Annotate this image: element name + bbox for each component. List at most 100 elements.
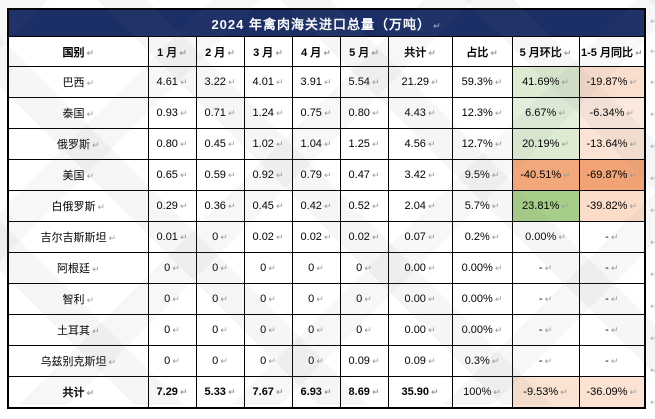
paragraph-mark: ↵ xyxy=(179,78,188,88)
value-cell: 0.02 ↵ xyxy=(291,221,341,253)
header-label: 共计 xyxy=(404,46,427,59)
cell-text: 3.42 xyxy=(404,169,426,181)
paragraph-mark: ↵ xyxy=(220,295,228,305)
cell-text: - xyxy=(538,324,543,336)
cell-text: 共计 xyxy=(62,387,85,399)
cell-text: 乌兹别克斯坦 xyxy=(40,356,107,368)
cell-text: 0 xyxy=(308,262,315,274)
value-cell: 2.04 ↵ xyxy=(387,190,453,222)
paragraph-mark: ↵ xyxy=(563,48,572,59)
value-cell: 20.19% ↵ xyxy=(511,128,580,160)
paragraph-mark: ↵ xyxy=(86,110,95,120)
column-header: 3 月 ↵ xyxy=(243,36,293,67)
cell-text: 俄罗斯 xyxy=(56,139,90,151)
paragraph-mark: ↵ xyxy=(179,48,187,59)
value-cell: 0 ↵ xyxy=(291,283,341,315)
paragraph-mark: ↵ xyxy=(490,48,498,59)
value-cell: 0 ↵ xyxy=(243,345,293,377)
header-label: 2 月 xyxy=(205,46,226,59)
value-cell: 0.07 ↵ xyxy=(387,221,453,253)
value-cell: 5.7% ↵ xyxy=(451,190,513,222)
cell-text: - xyxy=(538,262,543,274)
value-cell: - ↵ xyxy=(578,283,646,315)
value-cell: 0.47 ↵ xyxy=(339,159,389,191)
cell-text: 0 xyxy=(260,355,267,367)
value-cell: 8.69 ↵ xyxy=(339,376,389,409)
value-cell: 0.79 ↵ xyxy=(291,159,341,191)
paragraph-mark: ↵ xyxy=(323,233,332,243)
cell-text: 白俄罗斯 xyxy=(51,201,96,213)
paragraph-mark: ↵ xyxy=(268,326,276,336)
paragraph-mark: ↵ xyxy=(275,48,283,59)
paragraph-mark: ↵ xyxy=(364,264,372,274)
paragraph-mark: ↵ xyxy=(179,109,188,119)
value-cell: 12.3% ↵ xyxy=(451,97,513,129)
cell-text: 5.33 xyxy=(204,386,226,398)
paragraph-mark: ↵ xyxy=(316,326,324,336)
table-row: 吉尔吉斯斯坦 ↵ 0.01 ↵ 0 ↵ 0.02 ↵ 0.02 ↵ 0.02 ↵ 0.07 ↵ 0.2% ↵ 0… xyxy=(7,221,646,253)
value-cell: 0.00% ↵ xyxy=(451,314,513,346)
import-data-table: 2024 年禽肉海关进口总量（万吨） ↵ 国别 ↵ 1 月 ↵ 2 月 ↵ 3 月 ↵ 4 月 ↵ 5… xyxy=(7,8,646,409)
header-label: 5 月 xyxy=(349,46,370,59)
paragraph-mark: ↵ xyxy=(91,141,100,151)
paragraph-mark: ↵ xyxy=(371,48,379,59)
value-cell: 5.54 ↵ xyxy=(339,66,389,98)
value-cell: 0.45 ↵ xyxy=(195,128,245,160)
cell-text: -40.51% xyxy=(520,169,562,181)
cell-text: 6.67% xyxy=(525,107,557,119)
paragraph-mark: ↵ xyxy=(561,78,569,88)
cell-text: 0 xyxy=(356,293,363,305)
value-cell: 3.22 ↵ xyxy=(195,66,245,98)
paragraph-mark: ↵ xyxy=(323,109,332,119)
value-cell: 0 ↵ xyxy=(243,283,293,315)
paragraph-mark: ↵ xyxy=(220,233,228,243)
paragraph-mark: ↵ xyxy=(610,295,619,305)
value-cell: 0 ↵ xyxy=(291,345,341,377)
cell-text: 0.92 xyxy=(252,169,274,181)
cell-text: -13.64% xyxy=(586,138,628,150)
paragraph-mark: ↵ xyxy=(323,202,332,212)
column-header: 4 月 ↵ xyxy=(291,36,341,67)
value-cell: 0.80 ↵ xyxy=(339,97,389,129)
cell-text: - xyxy=(605,324,609,336)
value-cell: 0.29 ↵ xyxy=(147,190,197,222)
country-cell: 智利 ↵ xyxy=(7,283,149,315)
value-cell: -6.34% ↵ xyxy=(578,97,646,129)
paragraph-mark: ↵ xyxy=(544,326,553,336)
cell-text: 0.59 xyxy=(204,169,226,181)
cell-text: -36.09% xyxy=(586,386,628,398)
cell-text: 100% xyxy=(463,386,492,398)
paragraph-mark: ↵ xyxy=(427,295,436,305)
value-cell: 0 ↵ xyxy=(291,252,341,284)
table-row: 俄罗斯 ↵ 0.80 ↵ 0.45 ↵ 1.02 ↵ 1.04 ↵ 1.25 ↵ 4.56 ↵ 12.7% ↵… xyxy=(7,128,646,160)
value-cell: 0.36 ↵ xyxy=(195,190,245,222)
value-cell: 4.01 ↵ xyxy=(243,66,293,98)
cell-text: 35.90 xyxy=(401,386,429,398)
cell-text: 0 xyxy=(356,324,363,336)
paragraph-mark: ↵ xyxy=(172,295,180,305)
table-row: 美国 ↵ 0.65 ↵ 0.59 ↵ 0.92 ↵ 0.79 ↵ 0.47 ↵ 3.42 ↵ 9.5% ↵ -4… xyxy=(7,159,646,191)
paragraph-mark: ↵ xyxy=(227,388,236,398)
cell-text: 0.80 xyxy=(156,138,178,150)
paragraph-mark: ↵ xyxy=(610,264,619,274)
cell-text: 0.75 xyxy=(300,107,322,119)
cell-text: 0 xyxy=(164,262,171,274)
value-cell: 7.29 ↵ xyxy=(147,376,197,409)
value-cell: 0 ↵ xyxy=(339,252,389,284)
paragraph-mark: ↵ xyxy=(172,357,180,367)
paragraph-mark: ↵ xyxy=(610,326,619,336)
value-cell: -69.87% ↵ xyxy=(578,159,646,191)
cell-text: - xyxy=(538,293,543,305)
column-header: 共计 ↵ xyxy=(387,36,453,67)
paragraph-mark: ↵ xyxy=(86,48,95,59)
cell-text: 0 xyxy=(308,355,315,367)
document-page: { "page": { "title": "2024 年禽肉海关进口总量（万吨）… xyxy=(0,0,655,409)
header-label: 4 月 xyxy=(301,46,322,59)
paragraph-mark: ↵ xyxy=(220,264,228,274)
country-cell: 巴西 ↵ xyxy=(7,66,149,98)
cell-text: 23.81% xyxy=(522,200,560,212)
country-cell: 土耳其 ↵ xyxy=(7,314,149,346)
paragraph-mark: ↵ xyxy=(108,358,117,368)
cell-text: 0 xyxy=(212,231,219,243)
paragraph-mark: ↵ xyxy=(275,78,284,88)
